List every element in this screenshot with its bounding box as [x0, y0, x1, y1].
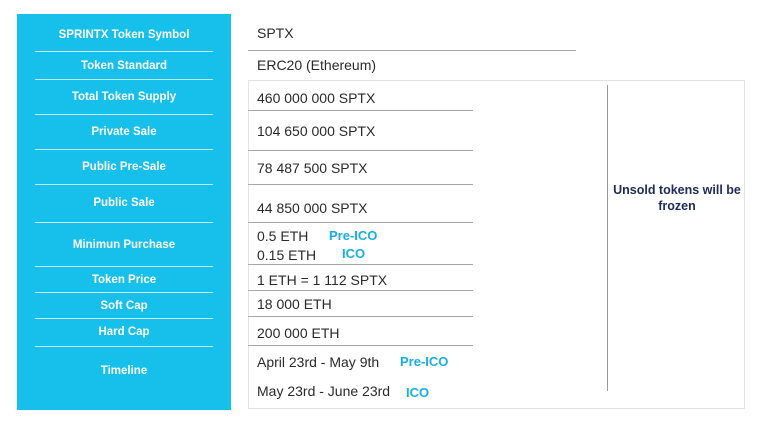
label-hard-cap: Hard Cap: [98, 326, 150, 338]
label-timeline: Timeline: [100, 365, 148, 377]
value-token-symbol: SPTX: [257, 25, 294, 41]
label-token-standard: Token Standard: [80, 60, 168, 72]
row-divider: [248, 290, 473, 291]
label-divider: [35, 114, 213, 115]
label-divider: [35, 346, 213, 347]
row-divider: [248, 50, 576, 51]
value-total-supply: 460 000 000 SPTX: [257, 90, 376, 106]
label-divider: [35, 184, 213, 185]
label-divider: [35, 79, 213, 80]
value-timeline-ico: May 23rd - June 23rd: [257, 383, 391, 399]
label-divider: [35, 222, 213, 223]
label-divider: [35, 149, 213, 150]
row-divider: [248, 345, 473, 346]
value-public-presale: 78 487 500 SPTX: [257, 160, 368, 176]
label-public-sale: Public Sale: [93, 196, 155, 209]
value-hard-cap: 200 000 ETH: [257, 325, 340, 341]
value-token-price: 1 ETH = 1 112 SPTX: [257, 272, 388, 288]
label-private-sale: Private Sale: [91, 126, 157, 138]
row-divider: [248, 316, 473, 317]
unsold-tokens-note: Unsold tokens will be frozen: [613, 183, 741, 213]
value-private-sale: 104 650 000 SPTX: [257, 123, 376, 139]
row-divider: [248, 110, 473, 111]
value-public-sale: 44 850 000 SPTX: [257, 200, 368, 216]
row-divider: [248, 150, 473, 151]
label-divider: [35, 318, 213, 319]
value-soft-cap: 18 000 ETH: [257, 296, 332, 312]
tag-pre-ico: Pre-ICO: [329, 228, 378, 243]
column-divider: [607, 85, 608, 391]
label-divider: [35, 51, 213, 52]
tag-pre-ico: Pre-ICO: [400, 354, 449, 369]
label-token-price: Token Price: [91, 273, 157, 286]
row-divider: [248, 184, 473, 185]
tag-ico: ICO: [406, 385, 430, 400]
row-divider: [248, 264, 473, 265]
label-soft-cap: Soft Cap: [100, 299, 148, 312]
label-column: SPRINTX Token Symbol Token Standard Tota…: [17, 14, 231, 410]
value-min-purchase-preico: 0.5 ETH: [257, 228, 309, 244]
tag-ico: ICO: [342, 246, 366, 261]
value-timeline-preico: April 23rd - May 9th: [257, 354, 380, 370]
label-divider: [35, 292, 213, 293]
label-public-presale: Public Pre-Sale: [82, 161, 166, 173]
label-token-symbol: SPRINTX Token Symbol: [58, 29, 190, 41]
values-box: [248, 80, 745, 409]
value-token-standard: ERC20 (Ethereum): [257, 57, 377, 73]
value-min-purchase-ico: 0.15 ETH: [257, 247, 317, 263]
label-total-supply: Total Token Supply: [71, 91, 177, 103]
label-min-purchase: Minimun Purchase: [72, 238, 176, 251]
row-divider: [248, 222, 473, 223]
label-divider: [35, 266, 213, 267]
